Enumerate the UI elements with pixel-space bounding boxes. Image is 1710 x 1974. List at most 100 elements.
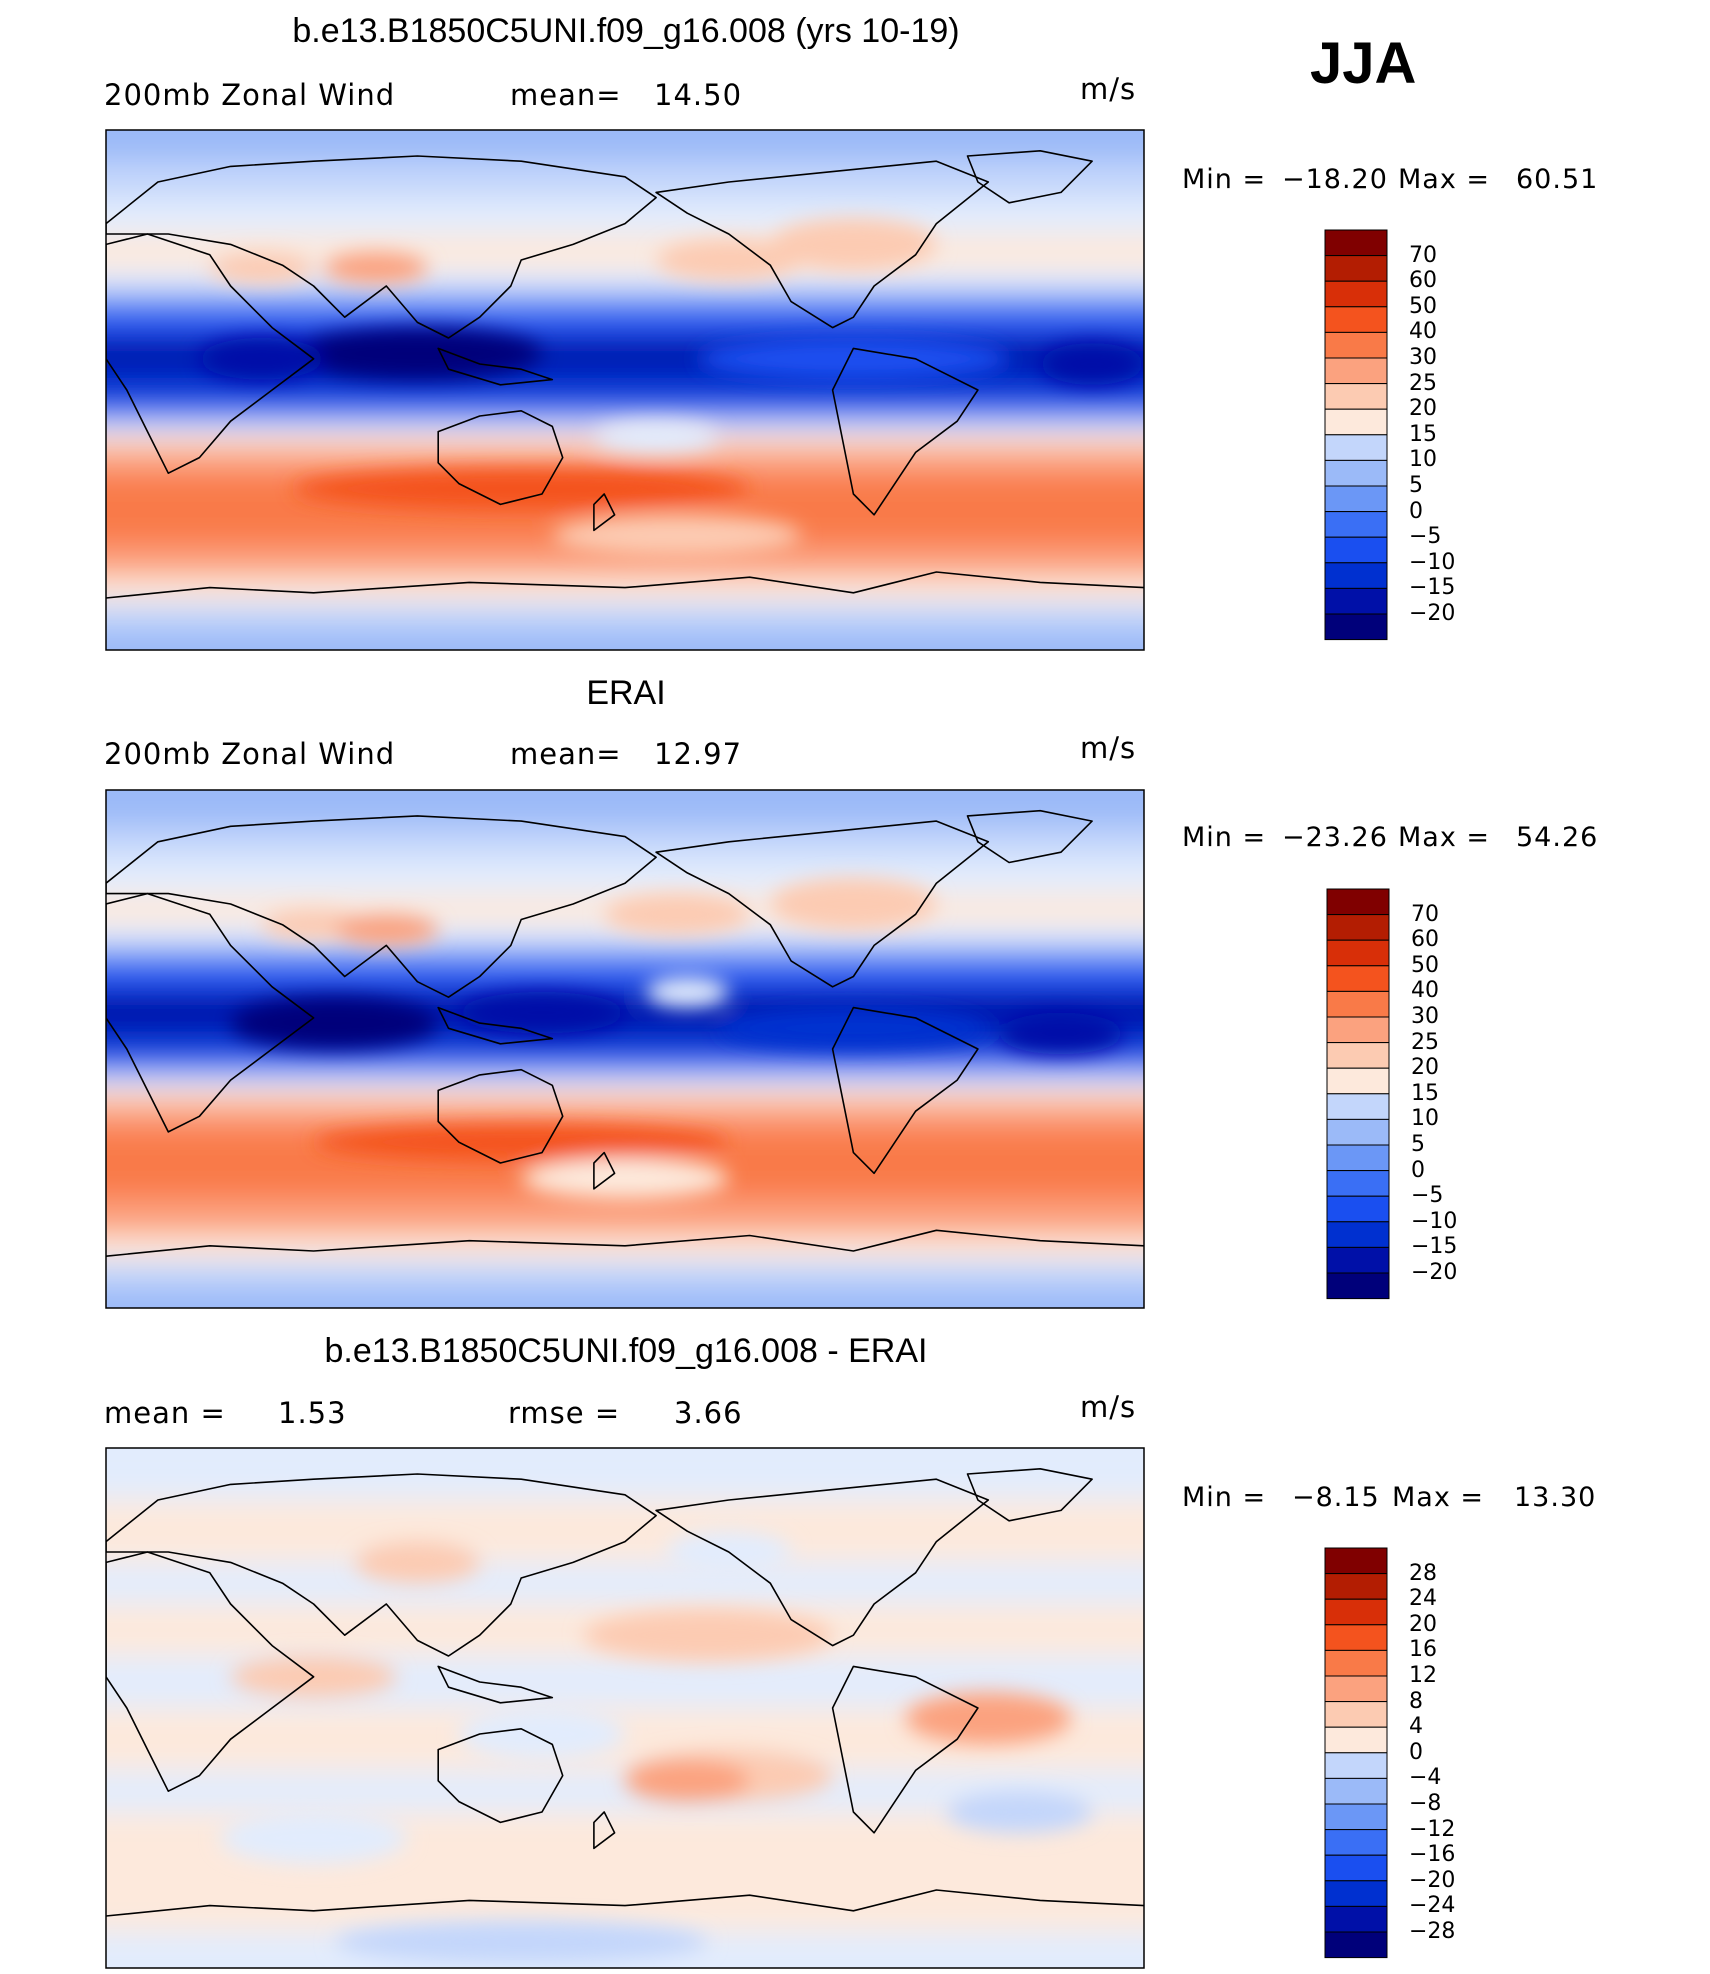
colorbar-1-tick-label: −20: [1409, 601, 1456, 626]
colorbar-2-tick-label: 20: [1411, 1055, 1439, 1081]
contour-band: [106, 1090, 1144, 1108]
panel-3-min-value: −8.15: [1292, 1482, 1380, 1513]
contour-band: [106, 1448, 1144, 1502]
colorbar-box: [1326, 1067, 1390, 1095]
panel-3-mean-label: mean =: [104, 1396, 226, 1430]
contour-band: [106, 1074, 1144, 1093]
coastline: [106, 815, 657, 998]
colorbar-box: [1326, 1042, 1390, 1069]
colorbar-box: [1324, 408, 1388, 436]
colorbar-1-tick-label: −10: [1409, 549, 1456, 575]
coastline: [437, 347, 554, 386]
panel-3-units: m/s: [1080, 1390, 1137, 1424]
colorbar-3-tick-label: 12: [1409, 1663, 1437, 1688]
colorbar-3-tick-label: 16: [1409, 1637, 1437, 1663]
contour-band: [106, 452, 1144, 476]
colorbar-1-tick-label: 5: [1409, 473, 1423, 498]
colorbar-box: [1324, 1649, 1388, 1677]
map-frame: [105, 129, 1145, 651]
colorbar-box: [1324, 1675, 1388, 1703]
colorbar-box: [1324, 1547, 1388, 1575]
colorbar-3-tick-label: −20: [1409, 1867, 1456, 1893]
panel-1-max-value: 60.51: [1516, 164, 1599, 195]
colorbar-box: [1324, 536, 1388, 564]
colorbar-box: [1324, 229, 1388, 257]
colorbar-box: [1324, 1752, 1388, 1779]
colorbar-box: [1326, 1016, 1390, 1044]
panel-3-title: b.e13.B1850C5UNI.f09_g16.008 - ERAI: [324, 1332, 928, 1370]
panel-2-mean-label: mean=: [510, 737, 622, 771]
map-field-2: [106, 790, 1144, 1308]
colorbar-2: [1326, 888, 1390, 1300]
coastline: [593, 1151, 616, 1190]
contour-band: [106, 1287, 1144, 1308]
contour-feature: [292, 468, 750, 510]
colorbar-2-tick-label: 50: [1411, 952, 1439, 978]
colorbar-3-tick-label: −16: [1409, 1842, 1456, 1868]
coastline: [831, 347, 979, 516]
panel-2-title: ERAI: [586, 674, 666, 712]
contour-feature: [583, 1609, 833, 1662]
panel-3-max-value: 13.30: [1514, 1482, 1597, 1513]
contour-band: [106, 130, 1144, 164]
coastline: [106, 155, 657, 339]
contour-feature: [552, 514, 802, 557]
coastline: [966, 150, 1093, 204]
colorbar-2-tick-label: 0: [1411, 1157, 1425, 1183]
panel-3-rmse-label: rmse =: [508, 1396, 621, 1430]
colorbar-box: [1324, 1905, 1388, 1933]
contour-feature: [656, 239, 802, 281]
contour-feature: [199, 338, 324, 380]
panel-2-min-value: −23.26: [1282, 822, 1388, 853]
colorbar-box: [1324, 587, 1388, 615]
colorbar-3-tick-label: −8: [1409, 1791, 1442, 1816]
colorbar-box: [1326, 914, 1390, 941]
contour-feature: [521, 1157, 729, 1200]
coastline: [593, 493, 616, 532]
contour-feature: [355, 1541, 480, 1584]
colorbar-1-tick-label: 15: [1409, 421, 1437, 447]
colorbar-1-tick-label: 60: [1409, 268, 1437, 294]
colorbar-3-tick-label: 0: [1409, 1739, 1423, 1765]
contour-feature: [230, 997, 439, 1049]
contour-band: [106, 1054, 1144, 1077]
contour-band: [106, 945, 1144, 969]
colorbar-3-tick-label: −28: [1409, 1919, 1456, 1944]
panel-2-units: m/s: [1080, 731, 1137, 765]
coastline: [106, 571, 1144, 599]
colorbar-1-tick-label: −15: [1409, 575, 1456, 601]
contour-band: [106, 400, 1144, 424]
coastlines-1: [106, 150, 1144, 599]
colorbar-2-tick-label: 40: [1411, 978, 1439, 1004]
panel-2-mean-value: 12.97: [654, 737, 743, 771]
colorbar-box: [1324, 280, 1388, 308]
colorbar-box: [1324, 1624, 1388, 1651]
map-field-1: [106, 130, 1144, 650]
contour-feature: [770, 218, 937, 271]
colorbar-box: [1324, 1726, 1388, 1754]
panel-2-max-label: Max =: [1398, 822, 1491, 853]
panel-3-rmse-value: 3.66: [674, 1396, 743, 1430]
colorbar-box: [1324, 1854, 1388, 1882]
contour-band: [106, 291, 1144, 314]
panel-1-units: m/s: [1080, 72, 1137, 106]
colorbar-box: [1324, 485, 1388, 513]
panel-1-title: b.e13.B1850C5UNI.f09_g16.008 (yrs 10-19): [292, 12, 960, 50]
contour-feature: [458, 1708, 625, 1760]
colorbar-box: [1324, 562, 1388, 589]
coastlines-3: [106, 1468, 1144, 1917]
panel-1-min-label: Min =: [1182, 164, 1267, 195]
contour-feature: [645, 976, 729, 1008]
colorbar-3-tick-label: −4: [1409, 1765, 1442, 1791]
colorbar-3-tick-label: 20: [1409, 1611, 1437, 1637]
coastline: [106, 1473, 657, 1657]
contour-band: [106, 790, 1144, 829]
colorbar-box: [1324, 1931, 1388, 1959]
colorbar-box: [1326, 888, 1390, 916]
panel-2-max-value: 54.26: [1516, 822, 1599, 853]
panel-3-max-label: Max =: [1392, 1482, 1485, 1513]
colorbar-box: [1324, 1829, 1388, 1856]
coastline: [106, 1889, 1144, 1917]
colorbar-box: [1326, 1144, 1390, 1172]
panel-1-variable-label: 200mb Zonal Wind: [104, 78, 396, 112]
